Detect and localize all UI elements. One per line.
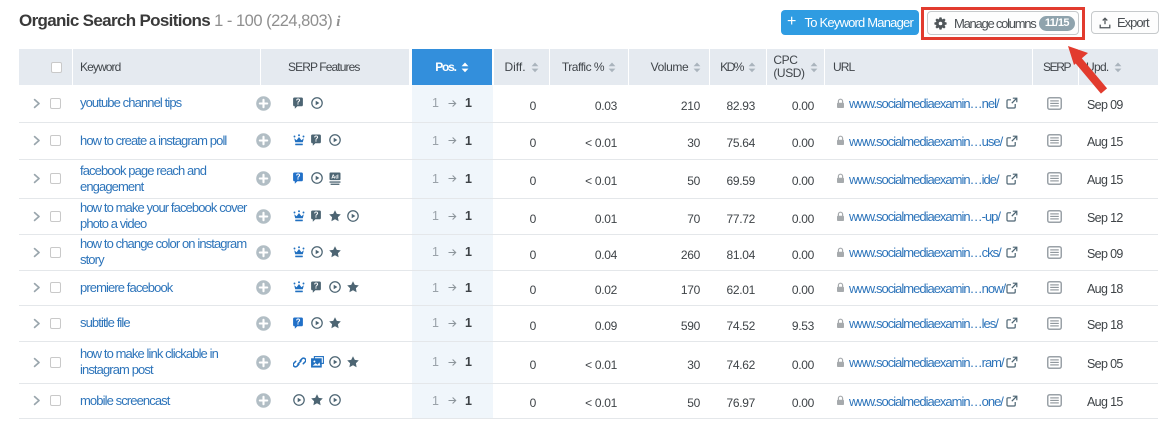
svg-text:Ad: Ad	[331, 174, 339, 180]
svg-text:?: ?	[314, 282, 319, 291]
svg-text:?: ?	[314, 135, 319, 144]
svg-text:?: ?	[296, 317, 301, 326]
svg-text:?: ?	[296, 173, 301, 182]
svg-text:?: ?	[314, 210, 319, 219]
svg-text:?: ?	[296, 97, 301, 106]
